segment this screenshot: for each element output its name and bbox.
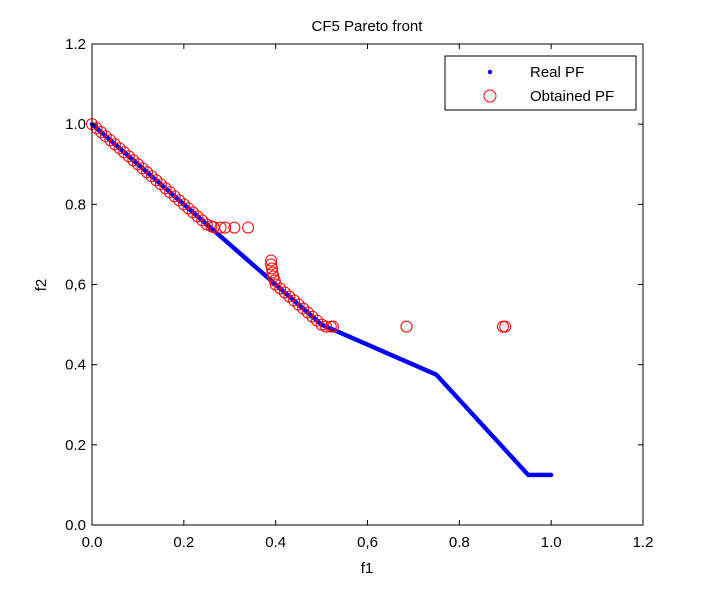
obtained-pf-point [131,158,144,171]
y-axis-label: f2 [33,279,50,292]
data-layer [86,118,554,478]
obtained-pf-point [187,206,200,219]
obtained-pf-point [136,162,149,175]
obtained-pf-point [219,221,232,234]
obtained-pf-point [283,290,296,303]
obtained-pf-point [164,186,177,199]
obtained-pf-point [292,298,305,311]
obtained-pf-point [150,174,163,187]
x-axis-label: f1 [361,560,374,577]
obtained-pf-point [90,122,103,135]
legend-obtained-pf-marker [483,89,497,103]
obtained-pf-point [154,178,167,191]
tick-layer: 0.0 0.2 0.4 0,6 0.8 1.0 1.2 0.0 0.2 0.4 0,6 0.8 1.0 1… [65,36,653,551]
obtained-pf-point [228,221,241,234]
obtained-pf-point [268,274,281,287]
legend-obtained-pf-label: Obtained PF [530,88,614,105]
x-tick-label: 1.0 [541,534,562,551]
obtained-pf-point [113,142,126,155]
obtained-pf-point [288,294,301,307]
obtained-pf-point [278,286,291,299]
legend-box [444,55,637,111]
y-tick-label: 0.0 [65,517,86,534]
obtained-pf-point [297,302,310,315]
y-tick-label: 0.2 [65,437,86,454]
legend-real-pf-label: Real PF [530,64,584,81]
obtained-pf-point [310,314,323,327]
obtained-pf-point [168,190,181,203]
x-tick-label: 0,6 [357,534,378,551]
obtained-pf-point [266,266,279,279]
obtained-pf-point [499,320,512,333]
x-tick-label: 0.4 [265,534,286,551]
obtained-pf-point [118,146,131,159]
obtained-pf-point [265,262,278,275]
obtained-pf-point [145,170,158,183]
obtained-pf-point [95,126,108,139]
chart-title: CF5 Pareto front [312,18,424,35]
obtained-pf-point [159,182,172,195]
y-tick-label: 1.2 [65,36,86,53]
y-tick-label: 1.0 [65,116,86,133]
obtained-pf-point [108,138,121,151]
obtained-pf-point [320,320,333,333]
y-tick-label: 0.8 [65,196,86,213]
obtained-pf-point [196,214,209,227]
obtained-pf-point [274,282,287,295]
obtained-pf-point [182,202,195,215]
obtained-pf-point [306,310,319,323]
y-tick-label: 0,6 [65,277,86,294]
obtained-pf-point [177,198,190,211]
obtained-pf-point [400,320,413,333]
x-tick-label: 0.8 [449,534,470,551]
obtained-pf-point [99,130,112,143]
plot-area [92,44,643,525]
obtained-pf-point [127,154,140,167]
x-tick-label: 0.2 [173,534,194,551]
legend-real-pf-marker [487,69,493,75]
obtained-pf-point [265,258,278,271]
obtained-pf-point [327,320,340,333]
obtained-pf-point [214,221,227,234]
obtained-pf-point [301,306,314,319]
obtained-pf-point [269,278,282,291]
obtained-pf-point [141,166,154,179]
x-tick-label: 0.0 [82,534,103,551]
obtained-pf-point [191,210,204,223]
obtained-pf-point [265,254,278,267]
obtained-pf-point [122,150,135,163]
obtained-pf-point [104,134,117,147]
y-tick-label: 0.4 [65,357,86,374]
obtained-pf-point [242,221,255,234]
x-tick-label: 1.2 [633,534,654,551]
real-pf-point [548,472,554,478]
legend: Real PF Obtained PF [444,55,637,111]
obtained-pf-point [173,194,186,207]
